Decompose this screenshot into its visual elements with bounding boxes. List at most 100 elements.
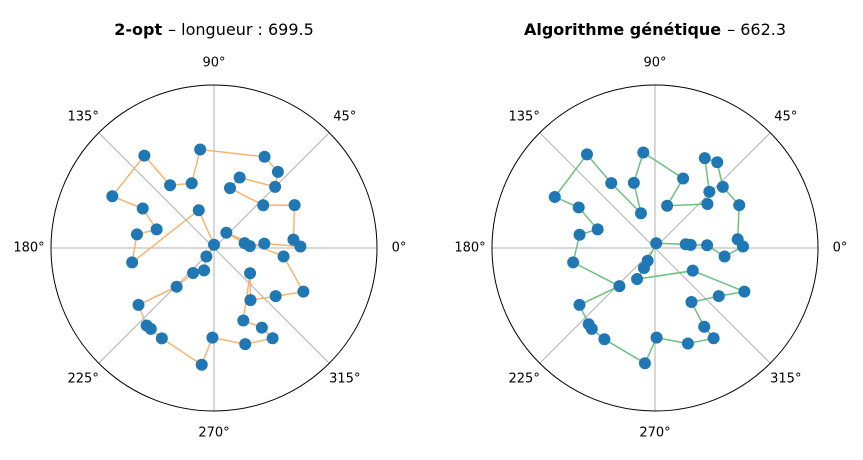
city-point [208, 238, 220, 251]
theta-tick-label: 45° [774, 110, 797, 125]
city-point [239, 338, 252, 351]
plot-title: Algorithme génétique – 662.3 [524, 20, 786, 39]
city-point [233, 171, 246, 184]
grid-line [539, 247, 656, 364]
city-point [294, 240, 307, 253]
city-point [698, 320, 711, 333]
city-point [200, 250, 213, 263]
theta-tick-label: 315° [329, 371, 360, 386]
city-point [716, 180, 729, 193]
city-point [572, 201, 585, 214]
city-point [591, 223, 604, 236]
city-point [573, 228, 586, 241]
city-point [255, 321, 268, 334]
title-score: – 662.3 [727, 20, 786, 39]
city-point [701, 197, 714, 210]
city-point [650, 237, 663, 250]
city-point [164, 179, 177, 192]
city-point [130, 228, 143, 241]
city-point [582, 318, 595, 331]
city-point [136, 202, 149, 215]
city-point [185, 177, 198, 190]
theta-tick-label: 0° [833, 241, 848, 256]
city-point [198, 264, 211, 277]
city-point [738, 285, 751, 298]
theta-tick-label: 270° [198, 426, 229, 441]
city-point [707, 332, 720, 345]
title-method: Algorithme génétique [524, 20, 721, 39]
grid-line [98, 247, 215, 364]
city-point [257, 199, 270, 212]
city-point [548, 190, 561, 203]
theta-tick-label: 135° [68, 110, 99, 125]
city-point [598, 333, 611, 346]
title-score: – longueur : 699.5 [168, 20, 314, 39]
city-point [718, 250, 731, 263]
city-point [681, 337, 694, 350]
city-point [685, 296, 698, 309]
grid-line [98, 132, 215, 249]
theta-tick-label: 270° [639, 426, 670, 441]
theta-tick-label: 135° [509, 110, 540, 125]
city-point [605, 177, 618, 190]
outer-circle [491, 84, 819, 412]
city-point [237, 314, 250, 327]
city-point [258, 150, 271, 163]
city-point [269, 180, 282, 193]
theta-tick-label: 180° [13, 241, 44, 256]
city-point [258, 237, 271, 250]
city-point [195, 358, 208, 371]
theta-tick-label: 180° [454, 241, 485, 256]
city-point [638, 357, 651, 370]
city-point [677, 172, 690, 185]
city-point [277, 250, 290, 263]
city-point [244, 267, 257, 280]
theta-tick-label: 315° [770, 371, 801, 386]
grid-line [539, 132, 656, 249]
city-point [271, 165, 284, 178]
city-point [712, 290, 725, 303]
city-point [679, 238, 692, 251]
city-point [580, 148, 593, 161]
city-point [244, 294, 257, 307]
theta-tick-label: 0° [392, 241, 407, 256]
city-point [132, 298, 145, 311]
city-point [698, 152, 711, 165]
city-point [650, 331, 663, 344]
city-point [737, 240, 750, 253]
city-point [269, 290, 282, 303]
city-point [637, 261, 650, 274]
city-point [220, 226, 233, 239]
grid-line [654, 247, 771, 364]
city-point [733, 199, 746, 212]
city-point [224, 182, 237, 195]
title-method: 2-opt [114, 20, 162, 39]
city-point [138, 149, 151, 162]
city-point [194, 143, 207, 156]
theta-tick-label: 225° [509, 371, 540, 386]
city-point [126, 256, 139, 269]
city-point [106, 190, 119, 203]
city-point [686, 264, 699, 277]
city-point [613, 280, 626, 293]
city-point [288, 199, 301, 212]
theta-tick-label: 90° [643, 56, 666, 71]
theta-tick-label: 90° [202, 56, 225, 71]
city-point [238, 237, 251, 250]
city-point [627, 176, 640, 189]
city-point [701, 239, 714, 252]
city-point [567, 256, 580, 269]
city-point [631, 273, 644, 286]
city-point [140, 319, 153, 332]
city-point [297, 285, 310, 298]
plot-title: 2-opt – longueur : 699.5 [114, 20, 314, 39]
city-point [206, 331, 219, 344]
city-point [711, 156, 724, 169]
city-point [187, 266, 200, 279]
outer-circle [50, 84, 378, 412]
city-point [266, 332, 279, 345]
city-point [573, 298, 586, 311]
grid-line [213, 247, 330, 364]
city-point [637, 146, 650, 159]
